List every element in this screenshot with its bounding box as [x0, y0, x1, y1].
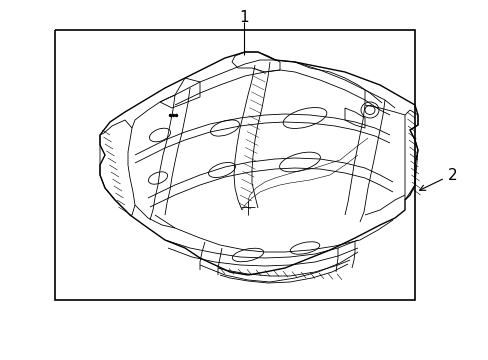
Text: 2: 2	[447, 167, 457, 183]
Text: 1: 1	[239, 10, 248, 25]
